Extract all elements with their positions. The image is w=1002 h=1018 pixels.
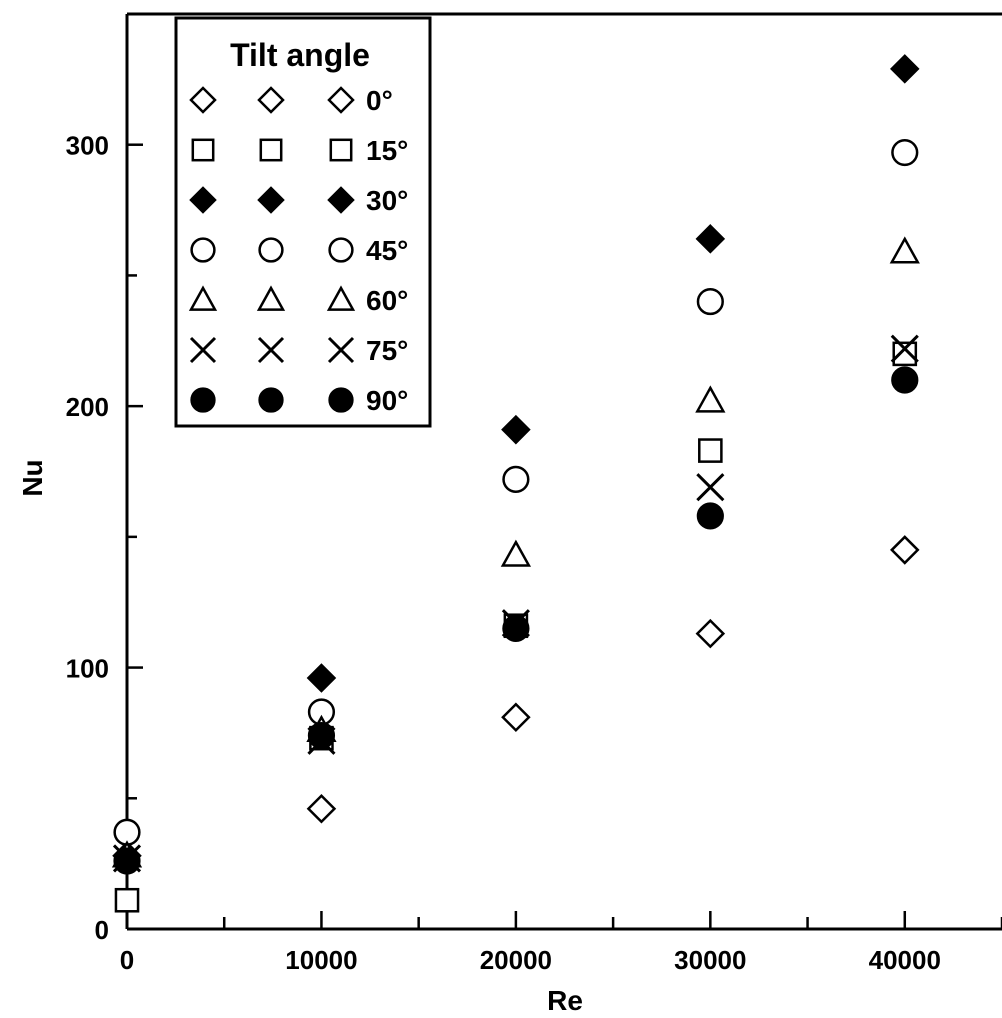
x-axis-label: Re: [547, 985, 583, 1016]
data-point: [890, 535, 920, 565]
legend-marker: [327, 86, 355, 114]
legend-marker: [189, 186, 217, 214]
legend-label: 45°: [366, 235, 408, 266]
legend-marker: [258, 237, 284, 263]
legend-marker: [189, 86, 217, 114]
legend: Tilt angle 0° 15° 30° 45° 60° 75° 90°: [174, 16, 432, 428]
legend-marker: [259, 138, 283, 162]
data-point: [502, 614, 530, 642]
legend-label: 90°: [366, 385, 408, 416]
legend-marker: [258, 387, 284, 413]
data-point: [695, 224, 726, 254]
data-point: [892, 341, 918, 367]
x-tick-label: 30000: [674, 945, 746, 975]
data-point: [307, 721, 336, 750]
legend-label: 60°: [366, 285, 408, 316]
data-point: [891, 366, 919, 394]
y-tick-label: 200: [66, 392, 109, 422]
legend-marker: [188, 285, 218, 311]
data-point: [114, 887, 140, 913]
legend-marker: [328, 237, 354, 263]
y-tick-label: 300: [66, 131, 109, 161]
legend-title: Tilt angle: [230, 37, 370, 73]
legend-marker: [257, 186, 285, 214]
data-point: [891, 138, 919, 167]
data-point: [306, 793, 337, 824]
legend-marker: [257, 336, 285, 364]
y-tick-label: 100: [66, 654, 109, 684]
data-point: [306, 663, 337, 693]
legend-label: 30°: [366, 185, 408, 216]
data-point: [696, 502, 724, 530]
data-point: [696, 473, 725, 502]
legend-label: 15°: [366, 135, 408, 166]
data-point: [698, 438, 723, 463]
data-point: [696, 287, 724, 316]
legend-marker: [326, 285, 356, 311]
data-point: [113, 847, 141, 875]
legend-label: 75°: [366, 335, 408, 366]
legend-marker: [257, 86, 285, 114]
data-point: [502, 465, 530, 493]
data-point: [501, 414, 531, 445]
legend-marker: [327, 186, 355, 214]
data-point: [889, 236, 920, 264]
legend-marker: [191, 138, 215, 162]
legend-marker: [190, 237, 216, 263]
data-point: [695, 385, 726, 413]
legend-marker: [329, 138, 353, 162]
x-tick-label: 10000: [285, 945, 357, 975]
x-tick-label: 40000: [869, 945, 941, 975]
legend-marker: [190, 387, 216, 413]
data-point: [695, 618, 726, 649]
data-point: [890, 54, 920, 84]
legend-label: 0°: [366, 85, 393, 116]
y-tick-label: 0: [95, 915, 109, 945]
x-axis: 0 10000 20000 30000 40000: [120, 911, 1002, 975]
y-axis: 0 100 200 300: [66, 12, 143, 945]
plot-frame: [125, 12, 1002, 931]
y-axis-label: Nu: [17, 459, 48, 496]
x-tick-label: 20000: [480, 945, 552, 975]
legend-marker: [328, 387, 354, 413]
data-point: [890, 334, 919, 363]
data-points: [111, 54, 920, 913]
legend-box: [174, 16, 432, 428]
legend-marker: [327, 336, 355, 364]
legend-marker: [256, 285, 286, 311]
legend-marker: [189, 336, 217, 364]
data-point: [500, 539, 532, 567]
data-point: [501, 702, 531, 733]
x-tick-label: 0: [120, 945, 134, 975]
